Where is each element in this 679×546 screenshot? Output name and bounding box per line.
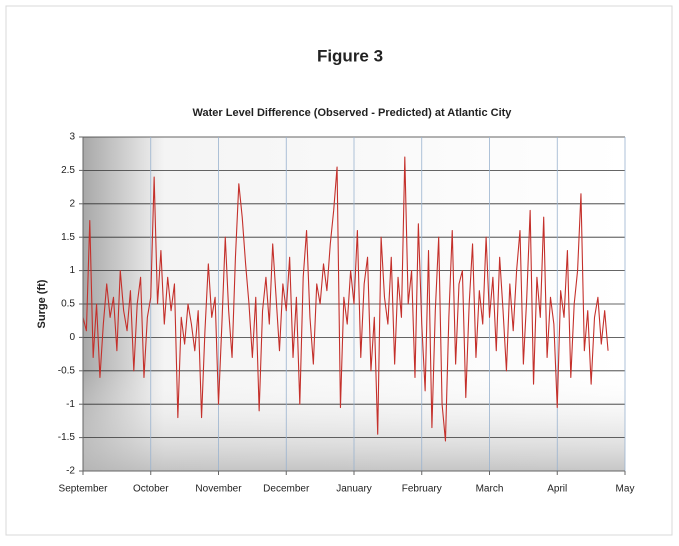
series-layer (82, 156, 609, 442)
figure-heading: Figure 3 (317, 46, 383, 65)
x-tick-label: March (476, 484, 504, 495)
x-tick-label: January (336, 484, 372, 495)
x-tick-label: November (195, 484, 242, 495)
y-axis-label: Surge (ft) (36, 279, 48, 328)
y-tick-label: 0.5 (61, 299, 75, 310)
x-tick-label: April (547, 484, 567, 495)
x-tick-label: December (263, 484, 310, 495)
x-tick-label: October (133, 484, 169, 495)
y-tick-label: -1 (66, 399, 75, 410)
chart-title: Water Level Difference (Observed - Predi… (193, 107, 513, 119)
y-tick-label: 1.5 (61, 232, 75, 243)
x-tick-label: September (59, 484, 109, 495)
y-tick-label: 0 (69, 332, 75, 343)
series-line (82, 156, 609, 442)
y-tick-label: -0.5 (58, 365, 76, 376)
y-tick-label: 1 (69, 265, 75, 276)
y-tick-label: 3 (69, 132, 75, 143)
y-tick-label: 2.5 (61, 165, 75, 176)
x-tick-label: February (402, 484, 442, 495)
y-tick-label: -1.5 (58, 432, 76, 443)
x-tick-label: May (616, 484, 635, 495)
y-tick-label: -2 (66, 466, 75, 477)
y-tick-label: 2 (69, 198, 75, 209)
